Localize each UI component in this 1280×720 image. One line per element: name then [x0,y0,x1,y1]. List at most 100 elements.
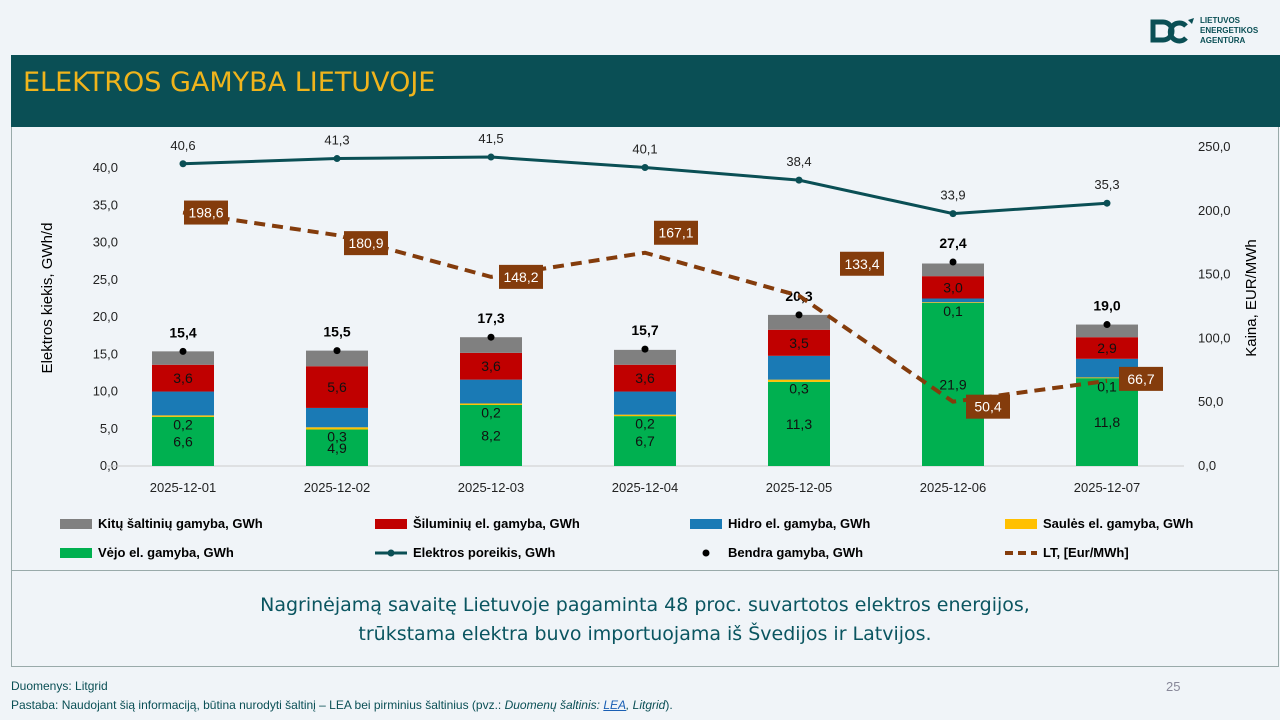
bar-segment [768,314,830,330]
bar-segment [614,414,676,417]
demand-point [487,153,495,161]
bar-label: 0,3 [789,381,809,397]
note-text: Duomenų šaltinis: [504,698,604,712]
bar-label: 4,9 [327,440,347,456]
lea-link[interactable]: LEA [603,698,626,712]
bar-segment [152,391,214,416]
price-label-box [1119,366,1163,391]
bar-label: 3,0 [943,279,963,295]
total-label: 15,4 [169,324,196,340]
bar-segment [306,407,368,428]
demand-label: 41,3 [324,133,349,148]
logo-mark-icon [1150,18,1194,44]
bar-segment [768,379,830,382]
total-point [487,333,495,341]
bar-segment [922,276,984,299]
logo-text: AGENTŪRA [1200,36,1246,45]
bar-segment [922,302,984,303]
note-text: Pastaba: Naudojant šią informaciją, būti… [11,698,505,712]
legend-label: Elektros poreikis, GWh [413,545,556,560]
demand-label: 40,1 [632,141,657,156]
page-title: ELEKTROS GAMYBA LIETUVOJE [23,67,436,98]
bar-segment [922,298,984,303]
bar-segment [460,403,522,405]
legend-label: Hidro el. gamyba, GWh [728,516,871,531]
y2-axis-label: Kaina, EUR/MWh [1243,239,1260,357]
chart: 0,05,010,015,020,025,030,035,040,00,050,… [39,131,1260,495]
total-label: 15,5 [323,324,350,340]
bar-segment [768,381,830,466]
note-text: , Litgrid [626,698,666,712]
legend-item: Vėjo el. gamyba, GWh [60,545,234,560]
total-label: 15,7 [631,322,658,338]
bar-segment [460,379,522,404]
x-tick-label: 2025-12-02 [304,480,371,495]
bar-label: 0,1 [1097,378,1117,394]
legend-item: Elektros poreikis, GWh [375,545,555,560]
demand-label: 40,6 [170,138,195,153]
bar-segment [1076,337,1138,359]
demand-point [641,163,649,171]
legend-swatch [375,549,407,556]
bar-label: 5,6 [327,379,347,395]
bar-label: 0,2 [173,416,193,432]
legend-swatch [702,549,710,556]
header-bar: ELEKTROS GAMYBA LIETUVOJE [11,55,1280,127]
y-tick-label: 20,0 [93,309,118,324]
x-tick-label: 2025-12-05 [766,480,833,495]
source-note: Duomenys: Litgrid [11,679,108,693]
price-label-box [344,231,388,256]
legend-label: Bendra gamyba, GWh [728,545,864,560]
demand-label: 33,9 [940,188,965,203]
demand-point [333,155,341,163]
price-label: 198,6 [188,205,223,221]
price-line [182,210,1108,404]
total-label: 19,0 [1093,298,1120,314]
total-point [795,311,803,319]
price-label-box [654,220,698,245]
price-label: 50,4 [974,399,1001,415]
legend-item: Bendra gamyba, GWh [690,545,863,560]
bar-segment [152,364,214,392]
bar-segment [306,366,368,408]
y2-tick-label: 200,0 [1198,203,1231,218]
summary-message: Nagrinėjamą savaitę Lietuvoje pagaminta … [11,570,1279,667]
x-tick-label: 2025-12-01 [150,480,217,495]
total-point [949,258,957,266]
bar-segment [306,429,368,466]
bar-segment [614,364,676,392]
bar-segment [1076,324,1138,338]
legend-item: Šiluminių el. gamyba, GWh [375,516,580,531]
bar-label: 11,8 [1094,414,1120,430]
legend-label: LT, [Eur/MWh] [1043,545,1129,560]
bar-label: 6,6 [173,433,193,449]
y-tick-label: 5,0 [100,421,118,436]
demand-point [949,210,957,218]
total-point [1103,321,1111,329]
chart-frame [11,127,1279,667]
message-line: trūkstama elektra buvo importuojama iš Š… [358,623,932,645]
logo-text: LIETUVOS [1200,16,1241,25]
bar-segment [1076,378,1138,466]
bar-label: 0,1 [943,303,963,319]
bar-label: 0,2 [635,416,655,432]
bar-segment [152,351,214,365]
y-tick-label: 15,0 [93,346,118,361]
logo-text: ENERGETIKOS [1200,26,1259,35]
bar-label: 0,2 [481,404,501,420]
x-tick-label: 2025-12-07 [1074,480,1141,495]
y2-tick-label: 100,0 [1198,330,1231,345]
x-tick-label: 2025-12-06 [920,480,987,495]
bar-segment [922,263,984,277]
total-point [179,347,187,355]
legend-item: Kitų šaltinių gamyba, GWh [60,516,263,531]
legend-swatch [60,547,92,558]
note-text: ). [665,698,673,712]
price-label: 167,1 [658,225,693,241]
y-axis-label: Elektros kiekis, GWh/d [39,223,56,374]
total-label: 17,3 [477,310,504,326]
legend-swatch [1005,518,1037,529]
price-label: 180,9 [348,235,383,251]
legend-swatch [60,518,92,529]
total-point [641,345,649,353]
